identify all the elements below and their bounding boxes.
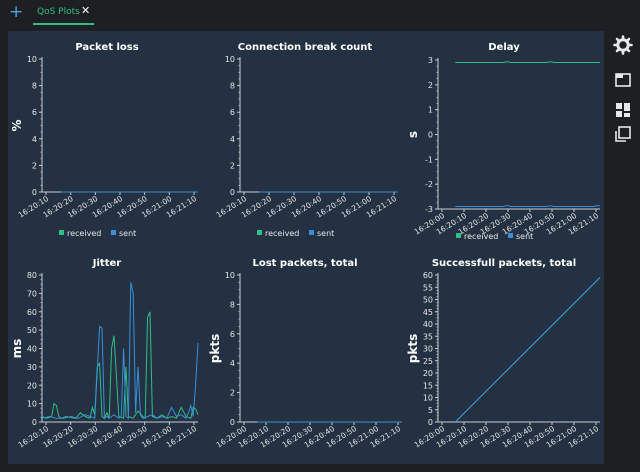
chart-delay: Delays-3-2-1012316:20:0016:20:1016:20:20… [406, 42, 601, 241]
chart-title: Jitter [92, 258, 121, 269]
y-tick-label: 2 [230, 161, 235, 170]
chart-packet-loss: Packet loss%024681016:20:1016:20:2016:20… [10, 42, 198, 238]
chart-successfull-packets-total: Successfull packets, total pkts 0 5 10 15 20 25… [406, 258, 601, 450]
y-axis-label: ms [10, 339, 24, 359]
y-tick-label: 80 [27, 271, 37, 280]
tab-qos-plots[interactable]: QoS Plots ✕ [33, 3, 94, 25]
y-tick-label: 50 [27, 326, 37, 335]
series-line-sent [455, 204, 601, 207]
chart-title: Successfull packets, total [432, 258, 576, 269]
y-tick-label: 25 [423, 357, 433, 366]
legend-label-sent: sent [317, 229, 334, 238]
y-tick-label: 8 [230, 300, 235, 309]
y-tick-label: 3 [428, 56, 433, 65]
y-tick-label: 5 [428, 406, 433, 415]
gear-icon[interactable] [612, 34, 634, 56]
y-tick-label: 40 [423, 320, 433, 329]
y-tick-label: 70 [27, 289, 37, 298]
y-axis-label: pkts [406, 334, 420, 363]
chart-lost-packets-total: Lost packets, totalpkts024681016:20:0016… [208, 258, 402, 450]
y-tick-label: 10 [27, 55, 37, 64]
y-tick-label: 30 [423, 345, 433, 354]
y-tick-label: 0 [32, 188, 37, 197]
window-layout-icon[interactable] [612, 69, 634, 91]
y-tick-label: 4 [230, 135, 235, 144]
y-tick-label: 6 [230, 108, 235, 117]
legend-label-sent: sent [119, 229, 136, 238]
series-line-sent [41, 282, 199, 420]
chart-connection-break-count: Connection break count024681016:20:1016:… [215, 42, 399, 238]
y-tick-label: -3 [425, 205, 433, 214]
y-tick-label: -1 [425, 155, 433, 164]
chart-title: Packet loss [75, 42, 138, 53]
y-tick-label: 1 [428, 106, 433, 115]
y-tick-label: 4 [230, 359, 235, 368]
close-icon[interactable]: ✕ [81, 4, 91, 17]
y-tick-label: 0 [428, 131, 433, 140]
dashboard-layout-icon[interactable] [612, 99, 634, 121]
chart-title: Connection break count [238, 42, 373, 53]
plus-icon[interactable]: + [9, 2, 24, 22]
tab-bar: + QoS Plots ✕ [0, 0, 640, 28]
y-tick-label: -2 [425, 180, 433, 189]
series-line-received [41, 311, 199, 420]
legend-swatch-sent [508, 233, 513, 238]
legend-swatch-received [456, 233, 461, 238]
legend-swatch-received [59, 230, 64, 235]
y-tick-label: 6 [230, 330, 235, 339]
y-tick-label: 60 [27, 308, 37, 317]
y-tick-label: 10 [423, 394, 433, 403]
y-tick-label: 0 [32, 418, 37, 427]
series-line-sent [454, 277, 601, 423]
y-tick-label: 10 [225, 271, 235, 280]
y-tick-label: 50 [423, 296, 433, 305]
chart-title: Lost packets, total [252, 258, 357, 269]
y-tick-label: 20 [27, 381, 37, 390]
y-tick-label: 0 [230, 418, 235, 427]
y-tick-label: 15 [423, 381, 433, 390]
y-tick-label: 0 [230, 188, 235, 197]
legend-label-received: received [67, 229, 101, 238]
legend-swatch-sent [111, 230, 116, 235]
y-tick-label: 4 [32, 135, 37, 144]
plots-panel: Packet loss% 0 2 4 6 8 10 16:20:10 16:20:20 16:20… [8, 31, 604, 464]
y-tick-label: 2 [32, 161, 37, 170]
chart-title: Delay [488, 42, 520, 53]
right-toolbar [608, 31, 640, 464]
chart-jitter: Jitterms0102030405060708016:20:1016:20:2… [10, 258, 199, 450]
y-tick-label: 8 [32, 82, 37, 91]
series-line-received [455, 61, 600, 63]
y-tick-label: 30 [27, 363, 37, 372]
y-tick-label: 40 [27, 345, 37, 354]
y-tick-label: 20 [423, 369, 433, 378]
y-tick-label: 6 [32, 108, 37, 117]
legend-label-sent: sent [516, 232, 533, 241]
y-tick-label: 2 [230, 389, 235, 398]
y-tick-label: 55 [423, 283, 433, 292]
tab-label: QoS Plots [37, 7, 80, 17]
y-tick-label: 10 [225, 55, 235, 64]
y-tick-label: 10 [27, 400, 37, 409]
legend-label-received: received [265, 229, 299, 238]
y-axis-label: s [406, 131, 420, 138]
legend-label-received: received [464, 232, 498, 241]
y-tick-label: 2 [428, 81, 433, 90]
y-tick-label: 0 [428, 418, 433, 427]
y-tick-label: 60 [423, 271, 433, 280]
y-axis-label: pkts [208, 334, 222, 363]
legend-swatch-received [257, 230, 262, 235]
y-tick-label: 8 [230, 82, 235, 91]
y-tick-label: 35 [423, 332, 433, 341]
copy-windows-icon[interactable] [612, 123, 634, 145]
y-axis-label: % [10, 119, 24, 131]
legend-swatch-sent [309, 230, 314, 235]
y-tick-label: 45 [423, 308, 433, 317]
